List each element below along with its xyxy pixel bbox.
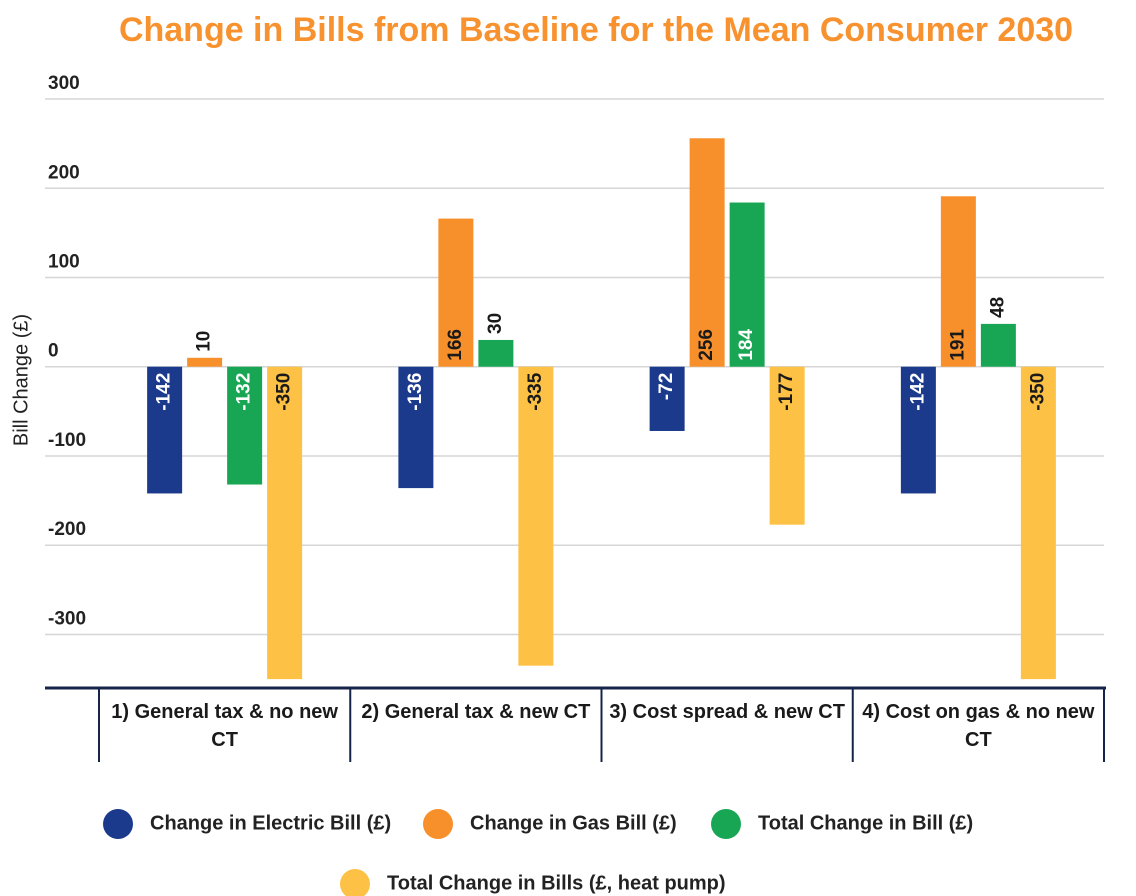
value-label: 256 — [696, 329, 717, 361]
bar — [518, 366, 554, 666]
bar — [769, 366, 805, 525]
bar — [729, 202, 765, 367]
y-tick-label: -200 — [48, 519, 86, 540]
y-tick-label: -100 — [48, 430, 86, 451]
value-label: -177 — [776, 373, 797, 411]
value-label: -350 — [274, 373, 295, 411]
bar — [980, 323, 1016, 367]
x-tick-label: 4) Cost on gas & no new CT — [862, 701, 1095, 751]
bar — [689, 138, 725, 367]
legend-marker — [103, 809, 133, 839]
legend-label: Total Change in Bills (£, heat pump) — [387, 872, 726, 894]
value-label: 30 — [485, 313, 506, 334]
value-label: -132 — [234, 373, 255, 411]
y-tick-label: 200 — [48, 162, 80, 183]
bar — [900, 366, 936, 494]
bar — [187, 357, 223, 367]
legend-label: Total Change in Bill (£) — [758, 812, 973, 834]
value-label: -136 — [405, 373, 426, 411]
legend-marker — [423, 809, 453, 839]
value-label: -142 — [907, 373, 928, 411]
value-label: 191 — [947, 329, 968, 361]
legend-label: Change in Gas Bill (£) — [470, 812, 677, 834]
legend-marker — [711, 809, 741, 839]
y-tick-label: 0 — [48, 341, 59, 362]
value-label: 184 — [736, 329, 757, 361]
y-axis-label: Bill Change (£) — [10, 314, 32, 446]
x-tick-label: 3) Cost spread & new CT — [609, 701, 845, 723]
bar — [227, 366, 263, 485]
bar — [267, 366, 303, 680]
value-label: -72 — [656, 373, 677, 400]
x-tick-label: 2) General tax & new CT — [361, 701, 591, 723]
y-tick-label: -300 — [48, 608, 86, 629]
x-tick-label: 1) General tax & no new CT — [111, 701, 338, 751]
value-label: 48 — [987, 297, 1008, 318]
value-label: 166 — [445, 329, 466, 361]
bar — [649, 366, 685, 431]
legend-marker — [340, 869, 370, 896]
chart-title: Change in Bills from Baseline for the Me… — [119, 11, 1073, 49]
legend-label: Change in Electric Bill (£) — [150, 812, 391, 834]
value-label: -335 — [525, 372, 546, 410]
value-label: 10 — [194, 331, 215, 352]
bar — [478, 339, 514, 367]
bar — [1020, 366, 1056, 680]
bar — [940, 196, 976, 367]
y-tick-label: 300 — [48, 73, 80, 94]
y-tick-label: 100 — [48, 252, 80, 273]
value-label: -350 — [1027, 373, 1048, 411]
bar — [147, 366, 183, 494]
bar — [438, 218, 474, 367]
value-label: -142 — [154, 373, 175, 411]
bar — [398, 366, 434, 489]
